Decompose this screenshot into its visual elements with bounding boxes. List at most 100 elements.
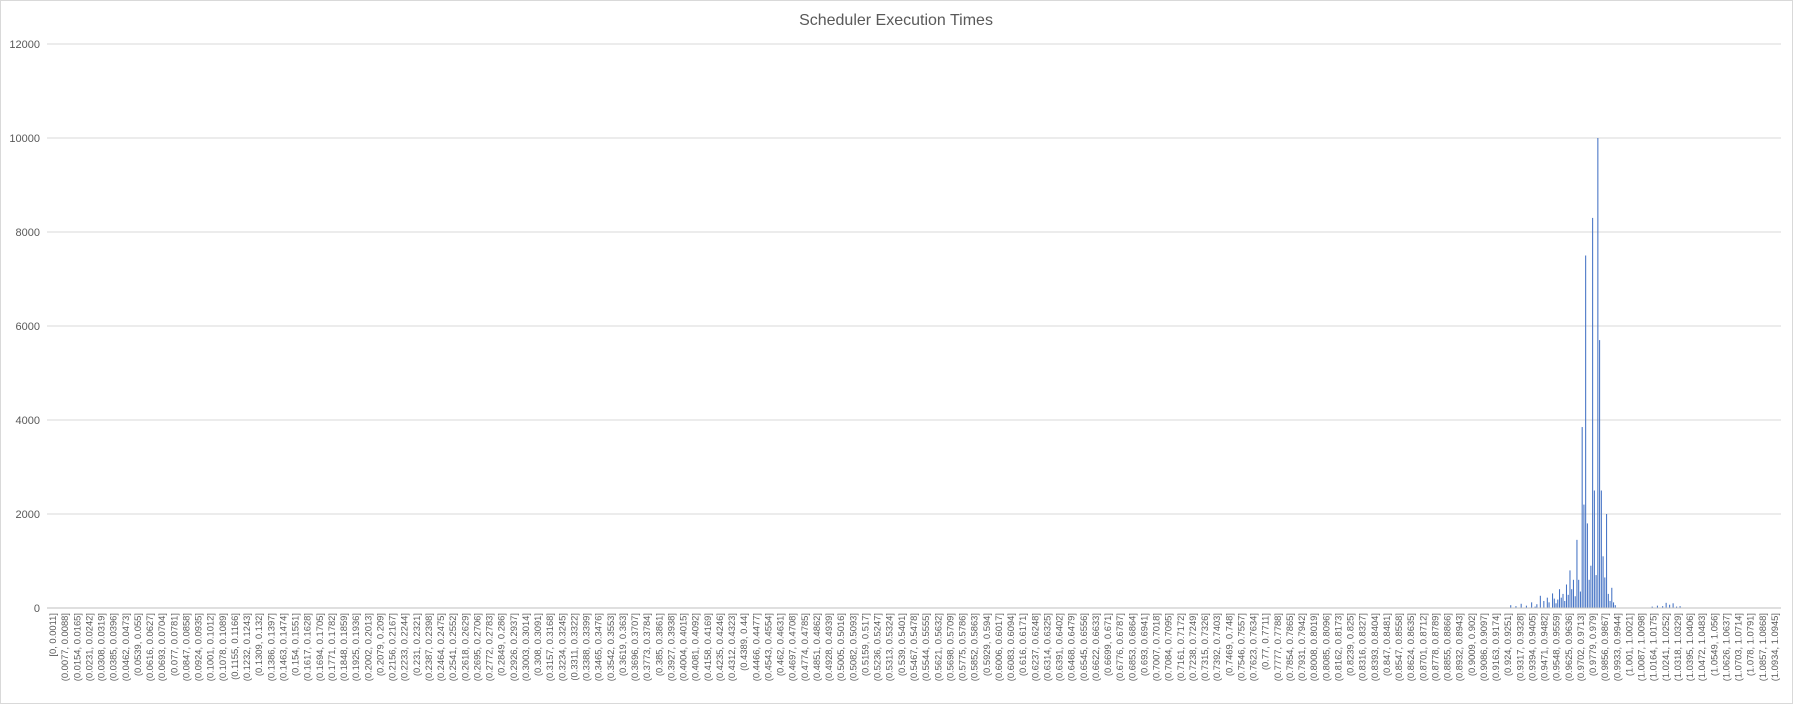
- gridlines: [47, 43, 1781, 515]
- x-tick-label: (0.3927, 0.3938]: [665, 613, 676, 681]
- x-tick-label: (0.8547, 0.8558]: [1393, 613, 1404, 681]
- x-tick-label: (0.4004, 0.4015]: [678, 613, 689, 681]
- x-tick-label: (0.2618, 0.2629]: [459, 613, 470, 681]
- x-tick-label: (0.5313, 0.5324]: [884, 613, 895, 681]
- bar: [1572, 579, 1574, 608]
- bar: [1567, 594, 1569, 608]
- x-tick-label: (0.5236, 0.5247]: [872, 613, 883, 681]
- x-tick-label: (0.8701, 0.8712]: [1417, 613, 1428, 681]
- y-tick-label: 12000: [9, 39, 40, 51]
- bar: [1656, 605, 1658, 608]
- bar: [1676, 606, 1678, 608]
- bar: [1536, 604, 1538, 608]
- x-tick-label: (0.4774, 0.4785]: [799, 613, 810, 681]
- bar: [1611, 587, 1613, 608]
- x-tick-label: (0.7931, 0.7942]: [1296, 613, 1307, 681]
- x-tick-label: (0.8239, 0.825]: [1345, 613, 1356, 676]
- x-tick-label: (0.5929, 0.594]: [981, 613, 992, 676]
- x-tick-label: (0.8162, 0.8173]: [1332, 613, 1343, 681]
- x-tick-label: (0.8393, 0.8404]: [1369, 613, 1380, 681]
- bar: [1578, 579, 1580, 608]
- x-tick-label: (0.7084, 0.7095]: [1163, 613, 1174, 681]
- x-tick-label: (0.7777, 0.7788]: [1272, 613, 1283, 681]
- bar: [1600, 490, 1602, 608]
- bar: [1581, 427, 1583, 608]
- bar: [1565, 584, 1568, 608]
- x-tick-label: (0.2233, 0.2244]: [399, 613, 410, 681]
- x-tick-label: (0.0693, 0.0704]: [156, 613, 167, 681]
- x-tick-label: (1.0549, 1.056]: [1708, 613, 1719, 676]
- x-tick-label: (0.3388, 0.3399]: [581, 613, 592, 681]
- x-tick-label: (0.8085, 0.8096]: [1320, 613, 1331, 681]
- x-tick-label: (0.3311, 0.3322]: [568, 613, 579, 681]
- bar: [1590, 565, 1592, 608]
- bar: [1534, 606, 1536, 608]
- x-tick-label: (0.8008, 0.8019]: [1308, 613, 1319, 681]
- x-tick-label: (0.0231, 0.0242]: [83, 613, 94, 681]
- x-tick-label: (0.4389, 0.44]: [738, 613, 749, 671]
- x-tick-label: (0.385, 0.3861]: [653, 613, 664, 676]
- x-tick-label: (0.9394, 0.9405]: [1526, 613, 1537, 681]
- x-tick-label: (1.078, 1.0791]: [1745, 613, 1756, 676]
- x-tick-label: (0.1386, 0.1397]: [265, 613, 276, 681]
- x-tick-label: (0.1694, 0.1705]: [314, 613, 325, 681]
- bar: [1553, 598, 1555, 608]
- x-tick-label: (0.6776, 0.6787]: [1114, 613, 1125, 681]
- bar: [1662, 606, 1664, 608]
- x-tick-label: (0.1232, 0.1243]: [241, 613, 252, 681]
- x-tick-label: (0.8778, 0.8789]: [1429, 613, 1440, 681]
- x-tick-label: (0.1617, 0.1628]: [302, 613, 313, 681]
- bar: [1588, 579, 1590, 608]
- bar: [1607, 593, 1609, 608]
- x-tick-label: (0.7623, 0.7634]: [1248, 613, 1259, 681]
- x-tick-label: (0.77, 0.7711]: [1260, 613, 1271, 670]
- x-tick-label: (0.0462, 0.0473]: [120, 613, 131, 681]
- bar: [1557, 599, 1559, 608]
- bar: [1569, 570, 1571, 608]
- x-tick-label: (0.9086, 0.9097]: [1478, 613, 1489, 681]
- x-tick-label: (0.6468, 0.6479]: [1066, 613, 1077, 681]
- x-tick-label: (0.3773, 0.3784]: [641, 613, 652, 681]
- x-tick-label: (0.7007, 0.7018]: [1151, 613, 1162, 681]
- x-tick-label: (0.2772, 0.2783]: [484, 613, 495, 681]
- x-tick-label: (0.8316, 0.8327]: [1357, 613, 1368, 681]
- x-tick-label: (0.6083, 0.6094]: [1005, 613, 1016, 681]
- x-tick-label: (0.5005, 0.5016]: [835, 613, 846, 681]
- x-tick-label: (0.0847, 0.0858]: [180, 613, 191, 681]
- x-tick-label: (0.2926, 0.2937]: [508, 613, 519, 681]
- bar: [1546, 597, 1548, 608]
- x-tick-label: (0.154, 0.1551]: [290, 613, 301, 676]
- x-tick-label: (1.0934, 1.0945]: [1769, 613, 1780, 681]
- bar: [1606, 514, 1608, 608]
- x-tick-label: (0.9009, 0.902]: [1466, 613, 1477, 676]
- x-tick-label: (0.7546, 0.7557]: [1235, 613, 1246, 681]
- x-tick-label: (0.2541, 0.2552]: [447, 613, 458, 681]
- x-tick-label: (0.0077, 0.0088]: [59, 613, 70, 681]
- bar: [1525, 605, 1527, 608]
- bar: [1552, 593, 1554, 608]
- x-tick-label: (0.5621, 0.5632]: [932, 613, 943, 681]
- bar: [1576, 539, 1578, 608]
- y-tick-label: 0: [34, 603, 40, 615]
- x-tick-label: (0.4697, 0.4708]: [787, 613, 798, 681]
- x-tick-label: (0.5698, 0.5709]: [944, 613, 955, 681]
- x-tick-label: (0.2387, 0.2398]: [423, 613, 434, 681]
- x-tick-label: (0.6237, 0.6248]: [1029, 613, 1040, 681]
- bar: [1665, 602, 1667, 608]
- bar: [1583, 504, 1585, 608]
- x-tick-label: (0.077, 0.0781]: [168, 613, 179, 676]
- x-tick-label: (0.6853, 0.6864]: [1126, 613, 1137, 681]
- x-tick-label: (0.6391, 0.6402]: [1054, 613, 1065, 681]
- x-tick-label: (0.4081, 0.4092]: [690, 613, 701, 681]
- bar: [1613, 602, 1615, 608]
- x-tick-label: (0.847, 0.8481]: [1381, 613, 1392, 676]
- y-tick-label: 4000: [16, 415, 40, 427]
- x-tick-label: (0.8624, 0.8635]: [1405, 613, 1416, 681]
- x-tick-label: (0.3619, 0.363]: [617, 613, 628, 676]
- x-tick-label: (0.924, 0.9251]: [1502, 613, 1513, 676]
- bar: [1571, 589, 1573, 608]
- x-tick-label: (0.9163, 0.9174]: [1490, 613, 1501, 681]
- x-tick-label: (0.9548, 0.9559]: [1551, 613, 1562, 681]
